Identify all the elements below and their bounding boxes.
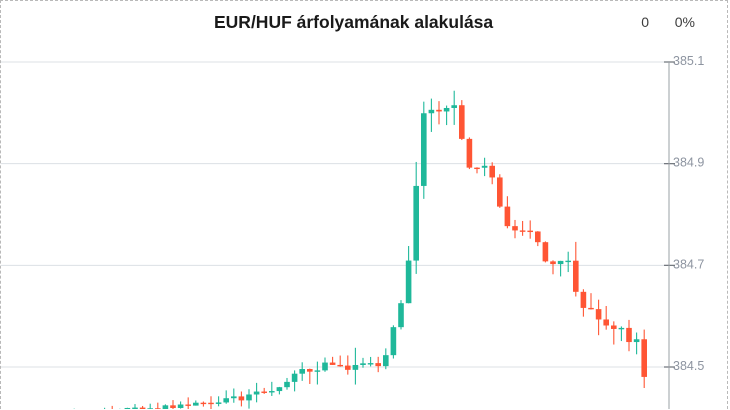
svg-text:384.9: 384.9 bbox=[673, 156, 704, 170]
svg-text:384.5: 384.5 bbox=[673, 359, 704, 373]
svg-text:384.7: 384.7 bbox=[673, 257, 704, 271]
svg-text:385.1: 385.1 bbox=[673, 54, 704, 68]
